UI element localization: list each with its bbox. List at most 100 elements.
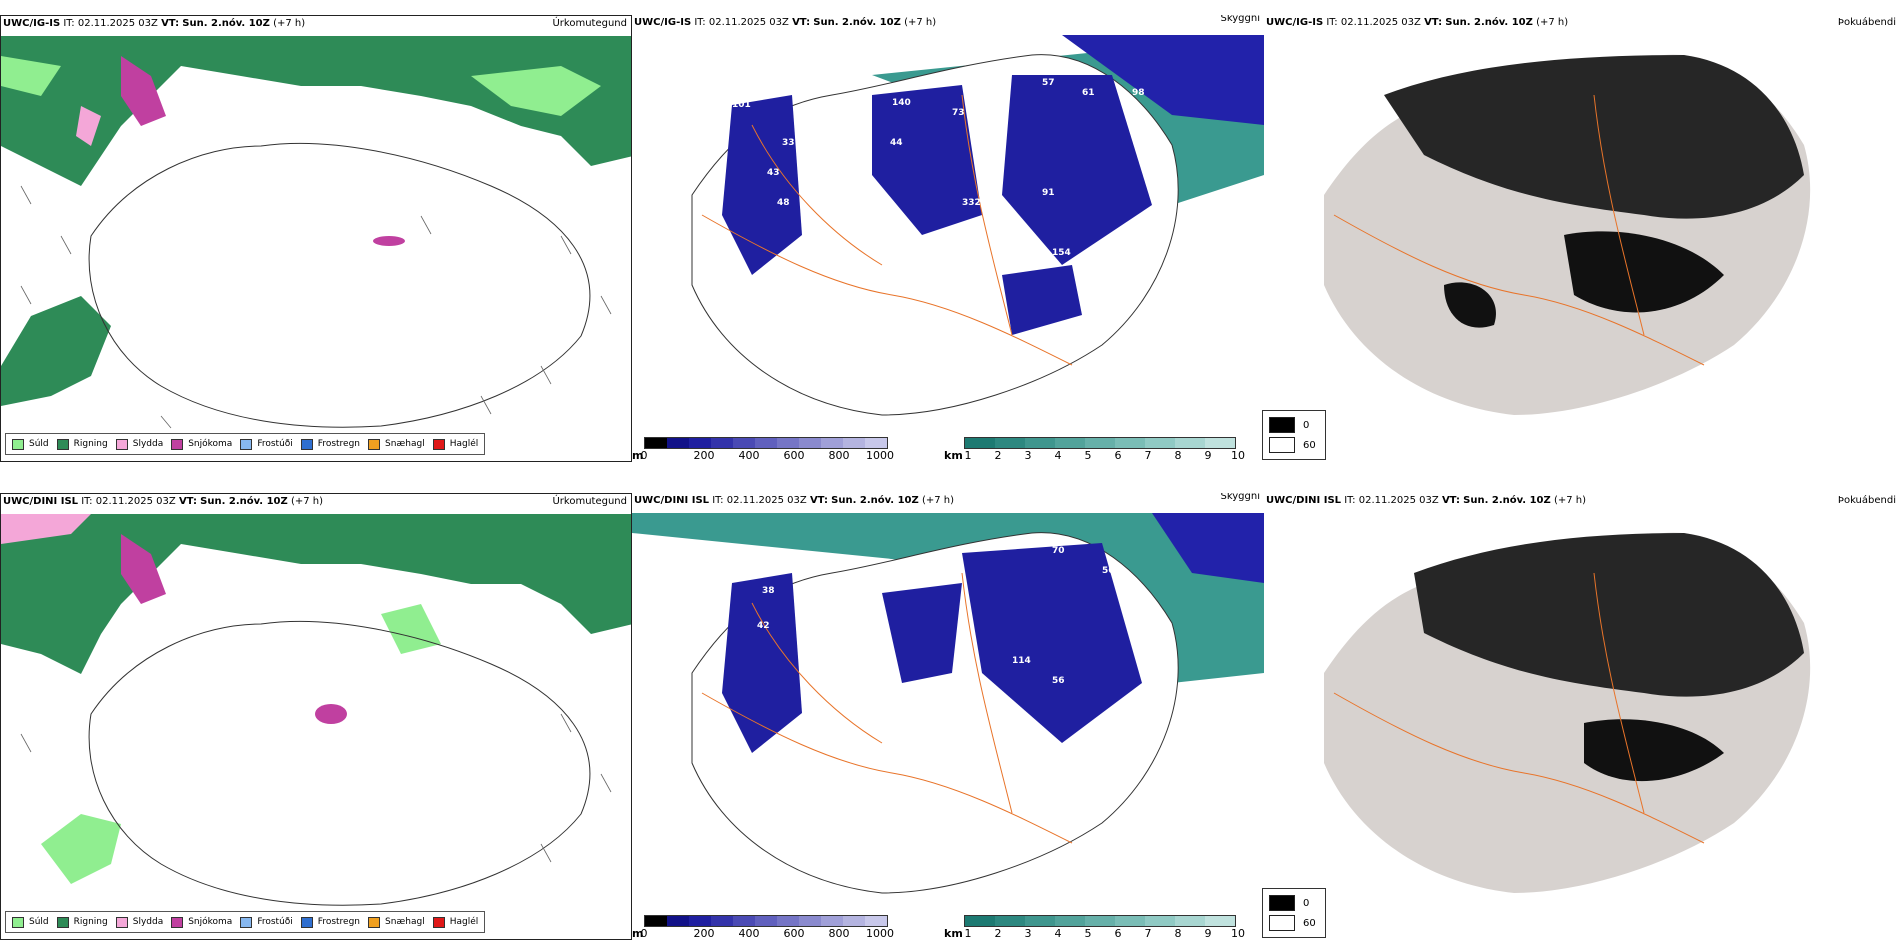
fog-legend-row: 0 [1269,895,1309,911]
legend-item: Súld [12,916,49,928]
legend-item: Súld [12,438,49,450]
panel-header: UWC/IG-IS IT: 02.11.2025 03Z VT: Sun. 2.… [1266,17,1569,28]
colorbar-gradient [964,915,1236,927]
legend-swatch [56,916,69,928]
legend-swatch [56,438,69,450]
legend-item: Frostregn [300,916,360,928]
legend-swatch [240,438,253,450]
precip-map [1,514,631,906]
panel-title: Úrkomutegund [552,496,627,507]
svg-text:101: 101 [732,100,751,110]
legend-item: Rigning [56,916,108,928]
legend-item: Snjókoma [171,438,232,450]
legend-swatch [115,438,128,450]
svg-text:48: 48 [777,198,790,208]
legend-item: Frostregn [300,438,360,450]
ceiling-colorbar: m 0 200 400 600 800 1000 [632,915,894,940]
legend-swatch [300,916,313,928]
legend-swatch [1269,417,1295,433]
colorbar-unit: km [944,449,963,462]
legend-item: Frostúði [240,916,293,928]
legend-swatch [12,438,24,450]
svg-text:38: 38 [762,586,775,596]
svg-text:140: 140 [892,98,911,108]
legend-item: Slydda [115,916,163,928]
legend-item: Slydda [115,438,163,450]
fog-legend-bottom: 0 60 [1262,888,1326,938]
svg-text:91: 91 [1042,188,1055,198]
svg-text:56: 56 [1102,566,1115,576]
svg-text:98: 98 [1132,88,1145,98]
panel-title: Skyggni [1220,493,1260,502]
svg-text:65: 65 [732,556,745,566]
fog-legend-row: 60 [1269,915,1316,931]
svg-text:43: 43 [767,168,780,178]
svg-text:114: 114 [1012,656,1031,666]
colorbar-unit: m [632,449,644,462]
svg-text:33: 33 [782,138,795,148]
svg-text:332: 332 [962,198,981,208]
fog-index-panel-top: UWC/IG-IS IT: 02.11.2025 03Z VT: Sun. 2.… [1264,15,1900,462]
svg-text:993: 993 [862,588,881,598]
colorbar-gradient [644,915,888,927]
legend-item: Haglél [432,438,478,450]
legend-item: Snæhagl [368,916,425,928]
legend-swatch [300,438,313,450]
fog-legend-top: 0 60 [1262,410,1326,460]
legend-swatch [171,916,184,928]
ceiling-visibility-map: 65 38 42 993 70 56 114 56 [632,513,1264,894]
fog-index-map [1264,513,1896,907]
legend-item: Snjókoma [171,916,232,928]
svg-text:61: 61 [1082,88,1095,98]
colorbar-unit: m [632,927,644,940]
legend-swatch [432,438,445,450]
legend-swatch [1269,895,1295,911]
legend-swatch [1269,437,1295,453]
panel-header: UWC/DINI ISL IT: 02.11.2025 03Z VT: Sun.… [3,496,324,507]
legend-item: Snæhagl [368,438,425,450]
legend-swatch [368,438,381,450]
svg-text:73: 73 [952,108,965,118]
precip-map [1,36,631,429]
panel-header: UWC/DINI ISL IT: 02.11.2025 03Z VT: Sun.… [634,495,955,506]
fog-legend-row: 0 [1269,417,1309,433]
ceiling-colorbar: m 0 200 400 600 800 1000 [632,437,894,462]
legend-swatch [115,916,128,928]
svg-text:44: 44 [890,138,903,148]
fog-legend-row: 60 [1269,437,1316,453]
precip-type-panel-top: UWC/IG-IS IT: 02.11.2025 03Z VT: Sun. 2.… [0,15,632,462]
panel-title: Þokuábendi [1837,17,1896,28]
colorbar-unit: km [944,927,963,940]
precip-type-panel-bottom: UWC/DINI ISL IT: 02.11.2025 03Z VT: Sun.… [0,493,632,940]
precip-type-legend: Súld Rigning Slydda Snjókoma Frostúði Fr… [5,911,486,933]
svg-text:42: 42 [757,621,770,631]
fog-index-panel-bottom: UWC/DINI ISL IT: 02.11.2025 03Z VT: Sun.… [1264,493,1900,940]
svg-text:57: 57 [1042,78,1055,88]
colorbar-gradient [964,437,1236,449]
panel-title: Þokuábendi [1837,495,1896,506]
legend-swatch [240,916,253,928]
legend-swatch [12,916,24,928]
colorbar-gradient [644,437,888,449]
ceiling-visibility-panel-top: UWC/IG-IS IT: 02.11.2025 03Z VT: Sun. 2.… [632,15,1264,462]
legend-item: Rigning [56,438,108,450]
svg-text:56: 56 [1052,676,1065,686]
legend-swatch [368,916,381,928]
panel-title: Skyggni [1220,15,1260,24]
legend-swatch [1269,915,1295,931]
legend-item: Frostúði [240,438,293,450]
legend-swatch [432,916,445,928]
panel-title: Úrkomutegund [552,18,627,29]
legend-item: Haglél [432,916,478,928]
ceiling-visibility-map: 101 33 43 48 140 44 73 57 61 98 332 91 1… [691,35,1264,416]
legend-swatch [171,438,184,450]
ceiling-visibility-panel-bottom: UWC/DINI ISL IT: 02.11.2025 03Z VT: Sun.… [632,493,1264,940]
svg-text:70: 70 [1052,546,1065,556]
panel-header: UWC/IG-IS IT: 02.11.2025 03Z VT: Sun. 2.… [634,17,937,28]
svg-text:154: 154 [1052,248,1071,258]
panel-header: UWC/DINI ISL IT: 02.11.2025 03Z VT: Sun.… [1266,495,1587,506]
fog-index-map [1264,35,1896,429]
panel-header: UWC/IG-IS IT: 02.11.2025 03Z VT: Sun. 2.… [3,18,306,29]
